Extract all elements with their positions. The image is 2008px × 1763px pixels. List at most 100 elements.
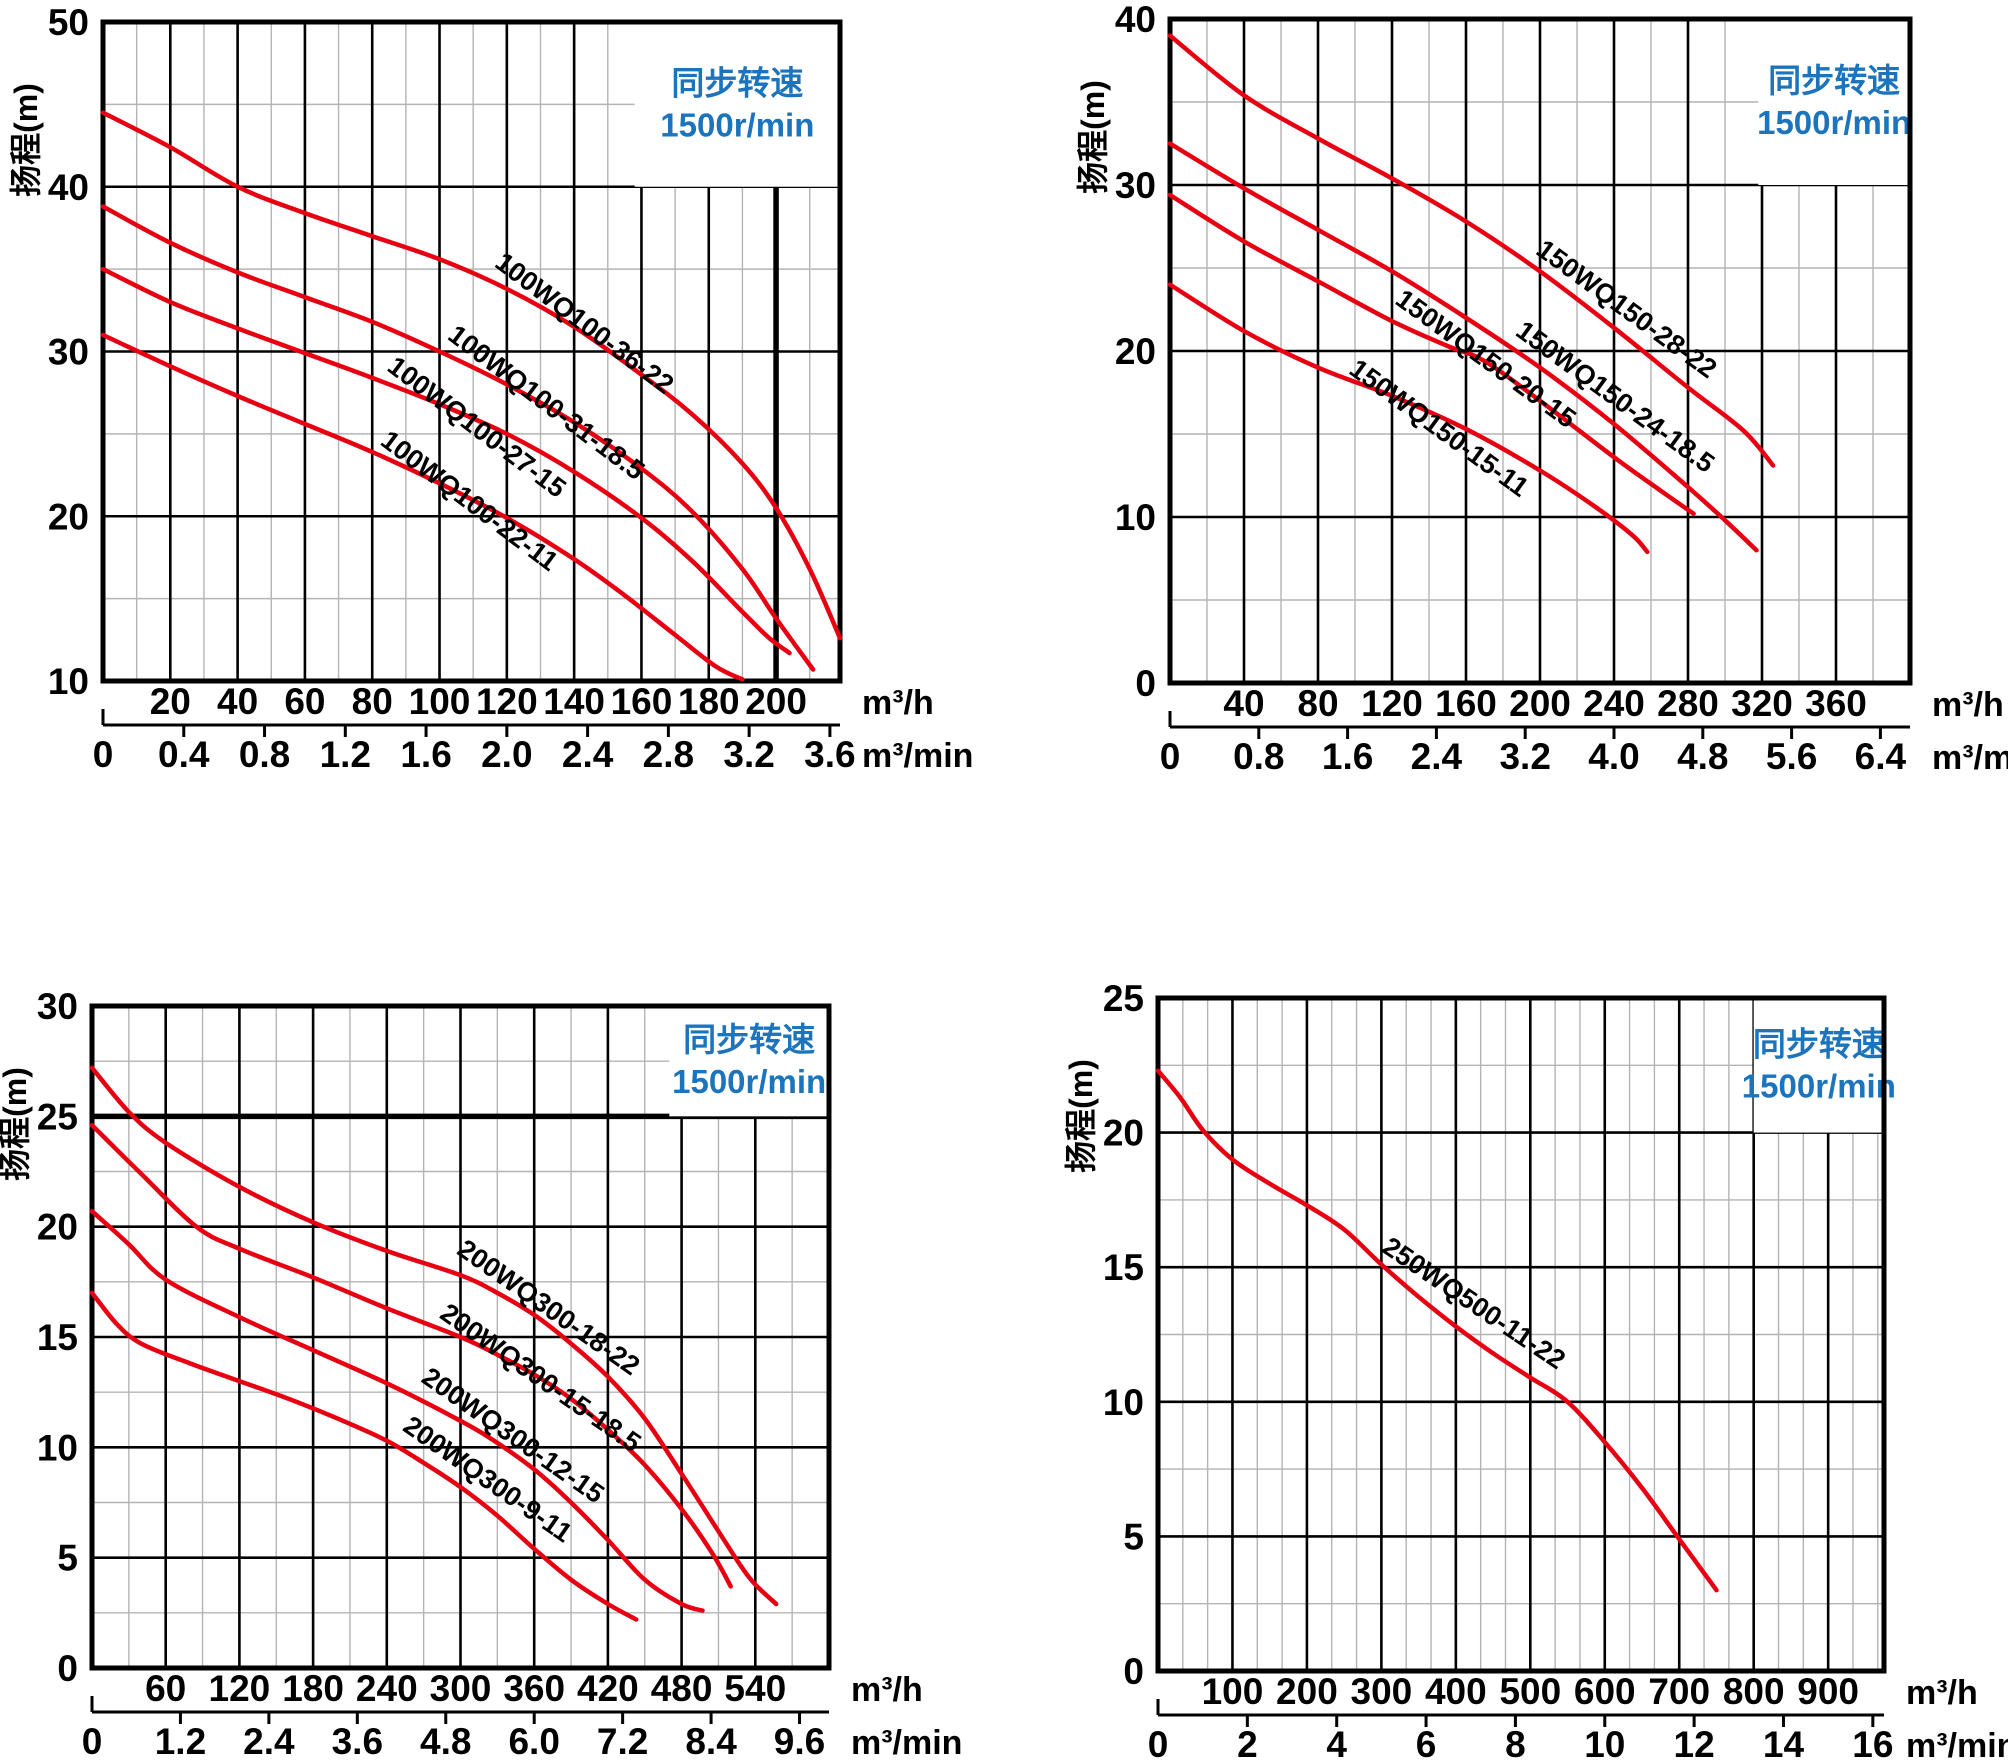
x-tick-160: 160	[611, 681, 673, 722]
unit-m3min: m³/min	[1932, 739, 2008, 777]
plot-border	[1155, 995, 1887, 1674]
annotation-box	[669, 1006, 829, 1117]
min-label-6: 6	[1416, 1724, 1437, 1758]
x-tick-300: 300	[1351, 1671, 1413, 1712]
y-axis-tick-labels: 0 5 10 15 20 25 30	[37, 986, 78, 1689]
curve-250WQ500-11-22	[1155, 1068, 1719, 1593]
sync-speed-annotation: 同步转速 1500r/min	[1757, 62, 1911, 141]
x-tick-100: 100	[1202, 1671, 1264, 1712]
min-label-4.8: 4.8	[420, 1721, 471, 1758]
min-label-3.6: 3.6	[804, 734, 855, 775]
x-tick-40: 40	[217, 681, 258, 722]
chart-200WQ300: 同步转速1500r/min200WQ300-18-22200WQ300-15-1…	[0, 986, 962, 1762]
unit-m3h: m³/h	[1932, 686, 2004, 724]
min-label-8.4: 8.4	[685, 1721, 737, 1758]
min-label-8: 8	[1505, 1724, 1526, 1758]
x-tick-200: 200	[745, 681, 807, 722]
min-label-1.2: 1.2	[320, 734, 371, 775]
min-label-0.8: 0.8	[1233, 736, 1284, 777]
y-tick-10: 10	[1103, 1382, 1144, 1423]
curve-150WQ150-28-22	[1167, 33, 1776, 468]
curves	[1155, 1068, 1719, 1593]
x-tick-120: 120	[1361, 683, 1423, 724]
min-scale-axis	[101, 709, 840, 737]
annotation-line2: 1500r/min	[672, 1063, 826, 1100]
head-axis-label: 扬程(m)	[8, 83, 44, 197]
min-label-5.6: 5.6	[1766, 736, 1817, 777]
x-tick-160: 160	[1435, 683, 1497, 724]
min-label-0.4: 0.4	[158, 734, 210, 775]
x-tick-480: 480	[651, 1668, 713, 1709]
unit-m3h: m³/h	[1906, 1674, 1978, 1712]
annotation-line2: 1500r/min	[1757, 104, 1911, 141]
x-axis-min-labels: 0 0.8 1.6 2.4 3.2 4.0 4.8 5.6 6.4	[1160, 736, 1907, 777]
min-label-2.0: 2.0	[481, 734, 532, 775]
curve-150WQ150-15-11	[1167, 282, 1650, 555]
sync-speed-annotation: 同步转速 1500r/min	[672, 1021, 826, 1100]
annotation-box	[1753, 998, 1884, 1133]
min-label-1.6: 1.6	[1322, 736, 1373, 777]
curve-150WQ150-20-15	[1167, 192, 1696, 516]
min-label-16: 16	[1852, 1724, 1893, 1758]
y-tick-15: 15	[1103, 1247, 1144, 1288]
min-label-4.8: 4.8	[1677, 736, 1728, 777]
chart-150WQ150: 同步转速1500r/min150WQ150-28-22150WQ150-24-1…	[1075, 0, 2008, 777]
curve-150WQ150-24-18.5	[1167, 141, 1759, 553]
annotation-box	[1758, 19, 1910, 185]
min-label-2.4: 2.4	[562, 734, 614, 775]
head-axis-label: 扬程(m)	[1075, 80, 1111, 194]
x-tick-200: 200	[1276, 1671, 1338, 1712]
y-tick-30: 30	[48, 332, 89, 373]
y-tick-5: 5	[57, 1538, 78, 1579]
y-tick-10: 10	[48, 661, 89, 702]
curve-100WQ100-27-15	[100, 266, 792, 656]
y-tick-30: 30	[37, 986, 78, 1027]
y-tick-25: 25	[1103, 978, 1144, 1019]
y-tick-40: 40	[48, 167, 89, 208]
y-axis-tick-labels: 10 20 30 40 50	[48, 2, 89, 702]
x-tick-800: 800	[1723, 1671, 1785, 1712]
annotation-line1: 同步转速	[1753, 1025, 1885, 1062]
y-tick-20: 20	[48, 496, 89, 537]
curve-label-100WQ100-27-15: 100WQ100-27-15	[382, 350, 571, 503]
head-axis-label: 扬程(m)	[0, 1067, 33, 1181]
min-label-2: 2	[1237, 1724, 1258, 1758]
x-tick-240: 240	[356, 1668, 418, 1709]
x-axis-min-labels: 0 2 4 6 8 10 12 14 16	[1148, 1724, 1894, 1763]
x-tick-280: 280	[1657, 683, 1719, 724]
x-tick-180: 180	[282, 1668, 344, 1709]
annotation-line1: 同步转速	[671, 64, 803, 101]
x-tick-420: 420	[577, 1668, 639, 1709]
x-tick-240: 240	[1583, 683, 1645, 724]
unit-m3min: m³/min	[851, 1724, 962, 1758]
curve-label-200WQ300-18-22: 200WQ300-18-22	[452, 1233, 645, 1381]
head-axis-label: 扬程(m)	[1063, 1059, 1099, 1173]
y-tick-5: 5	[1123, 1516, 1144, 1557]
x-tick-500: 500	[1499, 1671, 1561, 1712]
grid-major	[1158, 998, 1884, 1671]
annotation-line1: 同步转速	[683, 1021, 815, 1058]
x-tick-300: 300	[430, 1668, 492, 1709]
min-label-2.4: 2.4	[243, 1721, 295, 1758]
x-tick-360: 360	[1805, 683, 1867, 724]
y-tick-30: 30	[1115, 165, 1156, 206]
x-tick-40: 40	[1223, 683, 1264, 724]
y-tick-0: 0	[1135, 663, 1156, 704]
curve-labels: 100WQ100-36-22100WQ100-31-18.5100WQ100-2…	[375, 247, 679, 577]
curve-200WQ300-18-22	[89, 1065, 779, 1607]
x-tick-200: 200	[1509, 683, 1571, 724]
sync-speed-annotation: 同步转速 1500r/min	[660, 64, 814, 143]
x-tick-600: 600	[1574, 1671, 1636, 1712]
x-tick-80: 80	[1297, 683, 1338, 724]
y-tick-25: 25	[37, 1096, 78, 1137]
min-label-3.2: 3.2	[723, 734, 774, 775]
y-tick-0: 0	[57, 1648, 78, 1689]
y-tick-15: 15	[37, 1317, 78, 1358]
curve-100WQ100-22-11	[100, 332, 745, 682]
min-scale-axis	[90, 1696, 829, 1724]
min-label-0: 0	[1160, 736, 1181, 777]
y-tick-20: 20	[1115, 331, 1156, 372]
unit-m3h: m³/h	[851, 1671, 923, 1709]
annotation-line2: 1500r/min	[1742, 1067, 1896, 1104]
curve-200WQ300-15-18.5	[89, 1122, 733, 1589]
